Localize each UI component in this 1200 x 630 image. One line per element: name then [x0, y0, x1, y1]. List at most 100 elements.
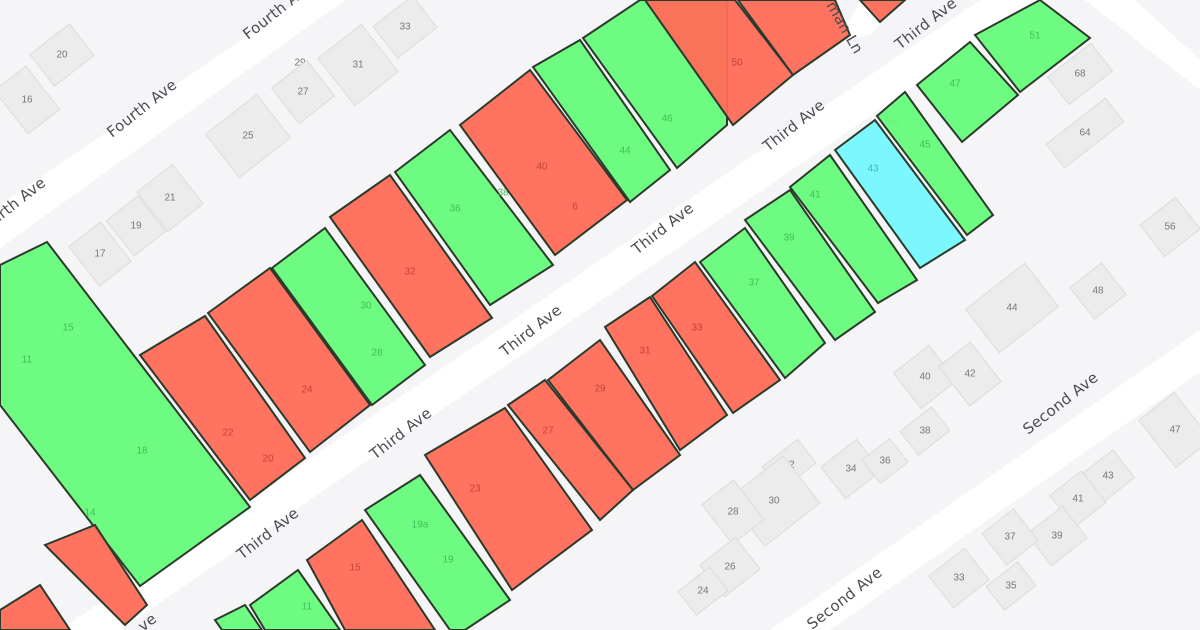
parcel-number: 27	[542, 426, 554, 437]
parcel-shape[interactable]	[43, 523, 149, 627]
parcel-red[interactable]: 22 20	[138, 314, 307, 502]
parcel-shape[interactable]	[973, 0, 1092, 94]
parcel-shape[interactable]	[0, 583, 72, 630]
parcel-green[interactable]: 41	[788, 153, 919, 305]
parcel-shape[interactable]	[650, 260, 782, 415]
road	[770, 330, 1200, 630]
parcel-green[interactable]: 51	[973, 0, 1092, 94]
parcel-shape[interactable]	[328, 173, 494, 359]
building-number: 39	[1051, 531, 1063, 542]
building-footprint	[105, 195, 167, 257]
parcel-shape[interactable]	[506, 378, 635, 522]
building-number: 20	[56, 50, 68, 61]
parcels-layer[interactable]: 1115181422202430283236384064446505147434…	[0, 0, 1092, 630]
parcel-number: 23	[469, 484, 481, 495]
building-footprint	[928, 547, 990, 609]
building-number: 35	[1005, 581, 1017, 592]
parcel-red[interactable]: 15	[305, 518, 437, 630]
parcel-number: 11	[22, 355, 33, 366]
building: 17	[68, 221, 132, 287]
building: 64	[1045, 97, 1125, 169]
parcel-number: 15	[349, 563, 361, 574]
parcel-shape[interactable]	[915, 40, 1020, 144]
parcel-shape[interactable]	[736, 0, 852, 77]
parcel-green[interactable]: 19a 19	[363, 473, 512, 630]
parcel-number: 38	[497, 188, 509, 199]
parcel-shape[interactable]	[213, 603, 264, 630]
parcel-shape[interactable]	[531, 38, 672, 204]
parcel-red[interactable]: 31	[603, 295, 729, 452]
parcel-green[interactable]: 44	[531, 38, 672, 204]
building-footprint	[68, 221, 132, 287]
parcel-green[interactable]: 11	[248, 568, 342, 630]
parcel-red[interactable]: 40 6	[458, 68, 629, 257]
building: 25	[204, 93, 292, 179]
parcel-shape[interactable]	[833, 118, 967, 270]
parcel-green[interactable]: 45	[875, 90, 995, 237]
road	[60, 0, 1040, 630]
parcel-shape[interactable]	[393, 128, 555, 307]
building-number: 27	[297, 87, 309, 98]
building-footprint	[1026, 505, 1088, 567]
parcel-selected[interactable]: 43	[833, 118, 967, 270]
building-number: 43	[1102, 471, 1114, 482]
parcel-red[interactable]: 32	[328, 173, 494, 359]
parcel-red[interactable]	[0, 583, 72, 630]
building-footprint	[981, 508, 1039, 566]
parcel-red[interactable]	[858, 0, 907, 24]
parcel-number: 29	[594, 384, 606, 395]
building-number: 34	[845, 464, 857, 475]
building: 16	[0, 65, 61, 135]
parcel-shape[interactable]	[138, 314, 307, 502]
building-number: 21	[164, 193, 176, 204]
parcel-red[interactable]: 23	[423, 406, 594, 592]
parcel-red[interactable]	[736, 0, 852, 77]
parcel-red[interactable]	[43, 523, 149, 627]
parcel-red[interactable]: 24	[206, 266, 372, 454]
parcel-green[interactable]: 37	[698, 226, 827, 380]
building-footprint	[964, 262, 1060, 354]
parcel-shape[interactable]	[458, 68, 629, 257]
parcel-shape[interactable]	[363, 473, 512, 630]
building: 28	[701, 479, 765, 545]
parcel-red[interactable]: 33	[650, 260, 782, 415]
parcel-number: 24	[301, 385, 313, 396]
parcel-shape[interactable]	[743, 188, 877, 342]
parcel-shape[interactable]	[0, 240, 252, 588]
parcel-green[interactable]: 47	[915, 40, 1020, 144]
parcel-shape[interactable]	[423, 406, 594, 592]
parcel-shape[interactable]	[858, 0, 907, 24]
parcel-green[interactable]: 11 15 18 14	[0, 240, 252, 588]
parcel-shape[interactable]	[206, 266, 372, 454]
building-number: 26	[724, 562, 736, 573]
parcel-shape[interactable]	[305, 518, 437, 630]
parcel-number: 28	[371, 348, 383, 359]
building-footprint	[372, 0, 438, 59]
parcel-green[interactable]	[213, 603, 264, 630]
building-number: 42	[964, 369, 976, 380]
parcel-shape[interactable]	[875, 90, 995, 237]
parcel-shape[interactable]	[788, 153, 919, 305]
parcel-number: 18	[136, 446, 148, 457]
parcel-number: 45	[919, 140, 931, 151]
parcel-number: 40	[536, 162, 548, 173]
parcel-red[interactable]: 27	[506, 378, 635, 522]
building-number: 33	[399, 22, 411, 33]
parcel-number: 32	[404, 267, 416, 278]
parcel-green[interactable]: 39	[743, 188, 877, 342]
parcel-shape[interactable]	[248, 568, 342, 630]
parcel-number: 20	[262, 454, 274, 465]
building: 20	[29, 23, 95, 87]
building: 19	[105, 195, 167, 257]
parcel-shape[interactable]	[270, 226, 427, 407]
building-number: 40	[919, 372, 931, 383]
parcel-number: 47	[949, 79, 961, 90]
parcel-green[interactable]: 36 38	[393, 128, 555, 307]
building-footprint	[1045, 97, 1125, 169]
parcel-shape[interactable]	[603, 295, 729, 452]
parcel-shape[interactable]	[698, 226, 827, 380]
parcel-number: 19a	[412, 520, 429, 531]
parcel-green[interactable]: 30 28	[270, 226, 427, 407]
